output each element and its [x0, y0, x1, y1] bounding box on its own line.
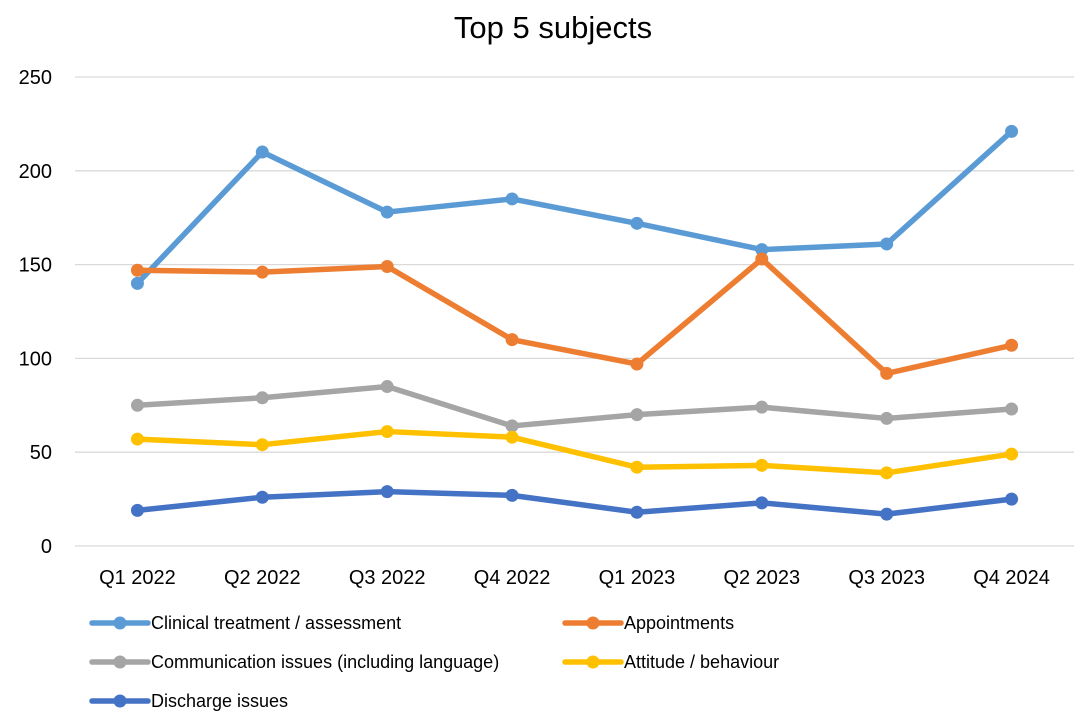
data-point: [630, 408, 644, 422]
series-line: [134, 383, 1015, 429]
y-tick-label: 150: [19, 255, 52, 277]
y-tick-label: 250: [19, 67, 52, 89]
x-tick-label: Q1 2022: [99, 567, 176, 589]
series-4: [130, 485, 1019, 521]
data-point: [1005, 492, 1019, 506]
data-point: [630, 357, 644, 371]
legend-item: Clinical treatment / assessment: [89, 613, 401, 633]
data-point: [255, 391, 269, 405]
data-point: [1005, 447, 1019, 461]
data-point: [130, 432, 144, 446]
legend-item: Communication issues (including language…: [89, 652, 499, 672]
series-line: [134, 488, 1015, 517]
y-tick-label: 0: [41, 536, 52, 558]
data-point: [130, 398, 144, 412]
data-point: [630, 216, 644, 230]
legend: Clinical treatment / assessment Appointme…: [89, 613, 779, 711]
legend-marker: [113, 694, 127, 708]
legend-marker: [113, 655, 127, 669]
data-point: [880, 366, 894, 380]
data-point: [630, 460, 644, 474]
data-point: [755, 458, 769, 472]
series-2: [130, 380, 1019, 433]
data-point: [380, 485, 394, 499]
data-point: [505, 488, 519, 502]
data-point: [755, 400, 769, 414]
data-point: [255, 145, 269, 159]
x-tick-label: Q1 2023: [599, 567, 676, 589]
legend-label: Attitude / behaviour: [624, 652, 779, 672]
series-line: [134, 428, 1015, 476]
series-1: [130, 252, 1019, 380]
x-tick-label: Q3 2022: [349, 567, 426, 589]
data-point: [630, 505, 644, 519]
legend-item: Attitude / behaviour: [562, 652, 779, 672]
data-point: [380, 380, 394, 394]
data-point: [505, 333, 519, 347]
series-lines: [130, 124, 1019, 521]
data-point: [255, 265, 269, 279]
x-axis-tick-labels: Q1 2022 Q2 2022 Q3 2022 Q4 2022 Q1 2023 Q2 20…: [99, 567, 1050, 589]
x-tick-label: Q4 2024: [973, 567, 1050, 589]
series-line: [134, 256, 1015, 377]
y-tick-label: 100: [19, 348, 52, 370]
legend-marker: [586, 616, 600, 630]
data-point: [1005, 338, 1019, 352]
legend-marker: [586, 655, 600, 669]
data-point: [505, 192, 519, 206]
data-point: [380, 425, 394, 439]
y-tick-label: 50: [30, 442, 52, 464]
data-point: [755, 496, 769, 510]
series-line: [134, 128, 1015, 287]
legend-label: Appointments: [624, 613, 734, 633]
legend-label: Communication issues (including language…: [151, 652, 499, 672]
data-point: [1005, 402, 1019, 416]
legend-label: Discharge issues: [151, 691, 288, 711]
data-point: [505, 430, 519, 444]
legend-item: Appointments: [562, 613, 734, 633]
legend-item: Discharge issues: [89, 691, 288, 711]
data-point: [130, 503, 144, 517]
data-point: [380, 205, 394, 219]
series-3: [130, 425, 1019, 480]
x-tick-label: Q2 2023: [723, 567, 800, 589]
data-point: [880, 411, 894, 425]
chart-title: Top 5 subjects: [454, 10, 652, 45]
data-point: [255, 490, 269, 504]
data-point: [505, 419, 519, 433]
x-tick-label: Q2 2022: [224, 567, 301, 589]
data-point: [880, 507, 894, 521]
data-point: [255, 438, 269, 452]
data-point: [130, 276, 144, 290]
data-point: [755, 252, 769, 266]
y-tick-label: 200: [19, 161, 52, 183]
data-point: [380, 259, 394, 273]
data-point: [130, 263, 144, 277]
x-tick-label: Q4 2022: [474, 567, 551, 589]
data-point: [880, 237, 894, 251]
gridlines: [75, 76, 1074, 547]
legend-marker: [113, 616, 127, 630]
legend-label: Clinical treatment / assessment: [151, 613, 401, 633]
data-point: [1005, 124, 1019, 138]
y-axis-tick-labels: 0 50 100 150 200 250: [19, 67, 52, 558]
data-point: [880, 466, 894, 480]
x-tick-label: Q3 2023: [848, 567, 925, 589]
data-point: [755, 243, 769, 257]
series-0: [130, 124, 1019, 290]
